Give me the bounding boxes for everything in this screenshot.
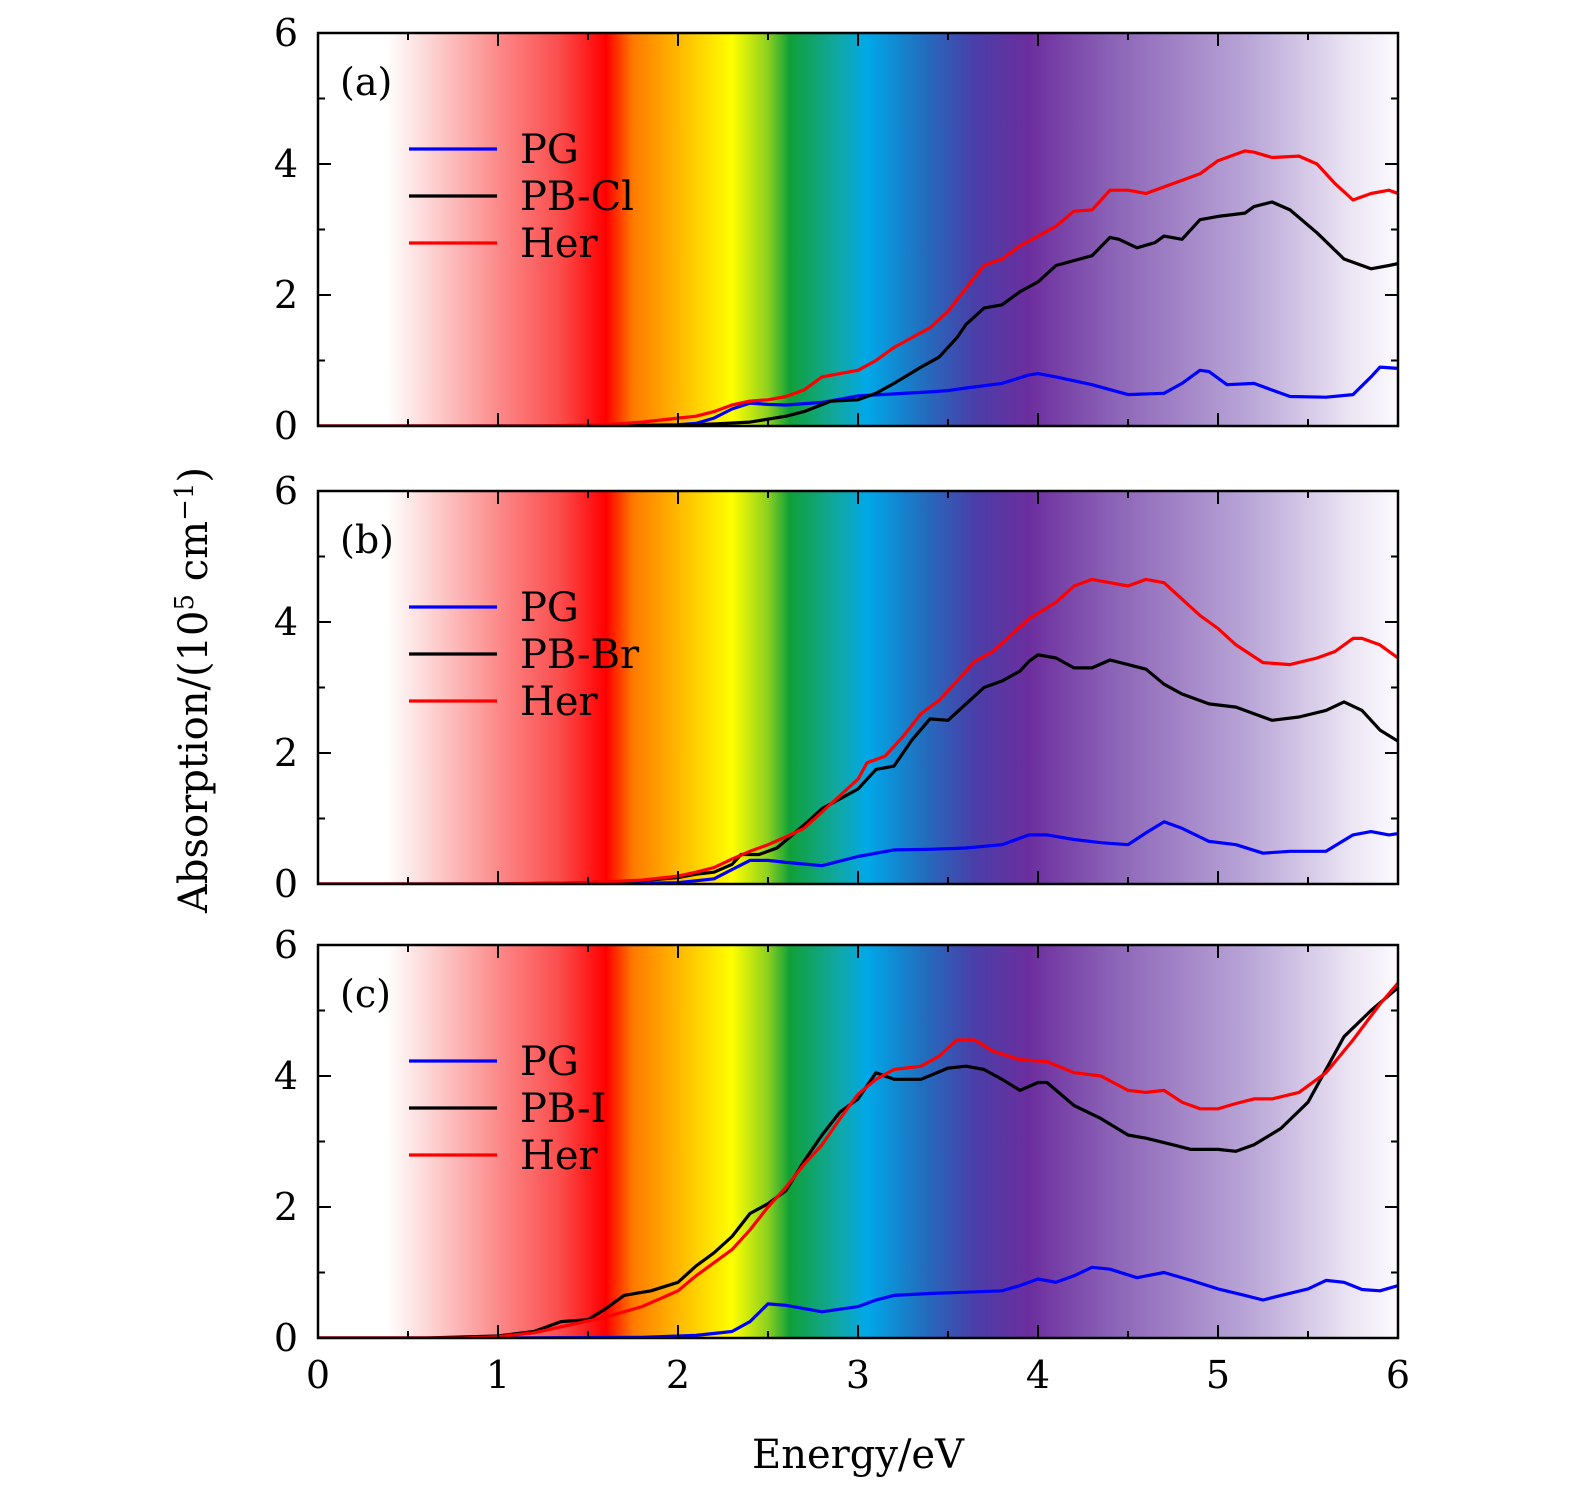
x-axis-title: Energy/eV <box>752 1432 965 1478</box>
y-tick-label: 4 <box>274 1054 298 1098</box>
y-tick-label: 2 <box>274 273 298 317</box>
series-line-pg <box>318 820 1398 884</box>
series-line-pb-br <box>318 653 1398 884</box>
series-line-her <box>318 981 1398 1338</box>
series-line-pb-i <box>318 986 1398 1338</box>
x-tick-label: 4 <box>1026 1353 1050 1397</box>
panel-label: (b) <box>340 518 394 562</box>
legend-label-pg: PG <box>520 1039 579 1085</box>
y-tick-label: 0 <box>274 404 298 448</box>
y-tick-label: 4 <box>274 142 298 186</box>
y-tick-label: 2 <box>274 1185 298 1229</box>
x-tick-label: 0 <box>306 1353 330 1397</box>
x-tick-label: 1 <box>486 1353 510 1397</box>
x-tick-label: 6 <box>1386 1353 1410 1397</box>
y-tick-label: 6 <box>274 469 298 513</box>
x-tick-label: 3 <box>846 1353 870 1397</box>
y-tick-label: 4 <box>274 600 298 644</box>
legend-label-pb-br: PB-Br <box>520 632 640 678</box>
series-line-pg <box>318 365 1398 426</box>
y-tick-label: 6 <box>274 11 298 55</box>
series-line-her <box>318 577 1398 884</box>
series-line-pb-cl <box>318 200 1398 426</box>
y-tick-label: 6 <box>274 923 298 967</box>
legend-label-pg: PG <box>520 127 579 173</box>
series-line-her <box>318 149 1398 426</box>
panel-label: (c) <box>340 972 391 1016</box>
spectrum-background <box>318 33 1398 426</box>
legend-label-pb-i: PB-I <box>520 1086 606 1132</box>
y-tick-label: 0 <box>274 1316 298 1360</box>
legend-label-pg: PG <box>520 585 579 631</box>
legend-label-her: Her <box>520 1133 599 1179</box>
legend-label-her: Her <box>520 679 599 725</box>
panel-label: (a) <box>340 60 392 104</box>
legend-label-pb-cl: PB-Cl <box>520 174 634 220</box>
y-tick-label: 0 <box>274 862 298 906</box>
y-axis-title: Absorption/(105 cm−1) <box>170 467 217 914</box>
spectrum-background <box>318 945 1398 1338</box>
y-tick-label: 2 <box>274 731 298 775</box>
series-line-pg <box>318 1265 1398 1338</box>
x-tick-label: 2 <box>666 1353 690 1397</box>
legend-label-her: Her <box>520 221 599 267</box>
spectrum-background <box>318 491 1398 884</box>
x-tick-label: 5 <box>1206 1353 1230 1397</box>
